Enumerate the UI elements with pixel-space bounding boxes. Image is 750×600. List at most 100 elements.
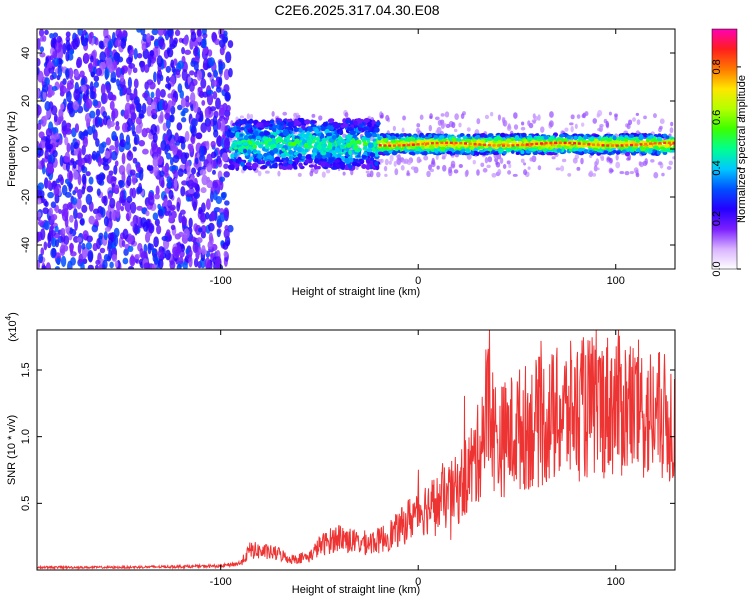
- heatmap-cell: [102, 259, 108, 269]
- heatmap-cell: [121, 122, 128, 133]
- heatmap-cell: [150, 101, 157, 111]
- heatmap-cell: [111, 31, 116, 44]
- heatmap-cell: [57, 65, 63, 78]
- heatmap-cell: [476, 134, 481, 139]
- heatmap-cell: [572, 157, 578, 164]
- heatmap-cell: [527, 166, 531, 170]
- heatmap-cell: [440, 113, 445, 117]
- heatmap-cell: [76, 58, 81, 69]
- heatmap-cell: [86, 235, 93, 243]
- heatmap-cell: [454, 141, 458, 145]
- heatmap-cell: [487, 137, 493, 141]
- heatmap-cell: [119, 180, 125, 188]
- heatmap-cell: [612, 149, 618, 154]
- heatmap-cell: [297, 153, 303, 158]
- heatmap-cell: [87, 249, 94, 262]
- heatmap-cell: [135, 162, 141, 173]
- heatmap-cell: [498, 148, 504, 153]
- heatmap-cell: [643, 115, 647, 120]
- heatmap-cell: [44, 77, 50, 86]
- heatmap-cell: [480, 162, 485, 167]
- heatmap-cell: [242, 141, 249, 145]
- heatmap-cell: [371, 133, 378, 138]
- heatmap-cell: [79, 70, 85, 78]
- heatmap-cell: [149, 81, 156, 90]
- heatmap-cell: [359, 159, 365, 164]
- heatmap-cell: [173, 177, 178, 190]
- heatmap-cell: [561, 158, 567, 163]
- heatmap-cell: [167, 100, 173, 109]
- heatmap-cell: [126, 125, 132, 132]
- heatmap-cell: [515, 152, 520, 156]
- heatmap-cell: [103, 115, 108, 126]
- heatmap-cell: [164, 112, 171, 121]
- heatmap-cell: [185, 99, 190, 108]
- heatmap-cell: [652, 113, 657, 119]
- heatmap-cell: [213, 69, 218, 78]
- heatmap-cell: [54, 132, 60, 140]
- heatmap-cell: [666, 166, 672, 170]
- heatmap-cell: [69, 214, 74, 223]
- heatmap-cell: [293, 112, 297, 118]
- heatmap-cell: [271, 110, 275, 117]
- snr-frame: [36, 329, 676, 571]
- heatmap-cell: [389, 154, 394, 162]
- heatmap-cell: [104, 226, 111, 232]
- heatmap-cell: [124, 109, 129, 116]
- heatmap-cell: [601, 144, 605, 147]
- heatmap-cell: [145, 127, 151, 134]
- heatmap-cell: [85, 89, 90, 96]
- heatmap-cell: [157, 208, 164, 217]
- heatmap-cell: [441, 138, 446, 142]
- heatmap-cell: [60, 227, 66, 237]
- heatmap-cell: [156, 224, 162, 235]
- heatmap-cell: [129, 49, 135, 56]
- heatmap-cell: [258, 131, 265, 137]
- heatmap-cell: [178, 231, 184, 237]
- heatmap-y-tick-label: 40: [20, 47, 32, 59]
- heatmap-cell: [429, 113, 433, 119]
- heatmap-cell: [345, 151, 350, 157]
- heatmap-cell: [64, 216, 69, 228]
- heatmap-cell: [459, 133, 465, 137]
- heatmap-cell: [129, 201, 137, 214]
- heatmap-cell: [583, 149, 589, 154]
- heatmap-cell: [183, 35, 189, 46]
- heatmap-cell: [451, 121, 456, 129]
- heatmap-x-tick-label: -100: [210, 275, 232, 287]
- heatmap-cell: [598, 125, 604, 133]
- heatmap-cell: [293, 122, 300, 126]
- heatmap-cell: [126, 117, 133, 127]
- heatmap-cell: [314, 128, 319, 134]
- heatmap-cell: [54, 204, 60, 214]
- heatmap-y-tick-label: 0: [20, 146, 32, 152]
- heatmap-cell: [165, 83, 172, 89]
- heatmap-cell: [408, 149, 415, 153]
- heatmap-cell: [199, 145, 205, 158]
- heatmap-cell: [60, 255, 67, 268]
- heatmap-cell: [639, 143, 643, 146]
- heatmap-cell: [80, 84, 87, 92]
- heatmap-cell: [228, 132, 235, 139]
- heatmap-cell: [37, 231, 41, 243]
- heatmap-cell: [113, 164, 118, 175]
- heatmap-cell: [473, 142, 477, 146]
- heatmap-cell: [37, 57, 41, 67]
- heatmap-cell: [213, 207, 221, 213]
- heatmap-cell: [242, 119, 248, 124]
- heatmap-cell: [96, 237, 101, 250]
- heatmap-cell: [205, 198, 211, 210]
- heatmap-cell: [640, 146, 646, 151]
- heatmap-cell: [414, 150, 421, 155]
- heatmap-cell: [669, 127, 674, 134]
- heatmap-cell: [54, 225, 59, 233]
- heatmap-cell: [635, 172, 640, 178]
- heatmap-cell: [45, 262, 51, 269]
- heatmap-cell: [142, 221, 149, 232]
- heatmap-cell: [629, 143, 633, 147]
- heatmap-cell: [664, 143, 670, 148]
- heatmap-cell: [50, 90, 55, 96]
- heatmap-y-tick-label: -20: [20, 189, 32, 205]
- heatmap-cell: [283, 138, 288, 142]
- heatmap-cell: [329, 125, 335, 131]
